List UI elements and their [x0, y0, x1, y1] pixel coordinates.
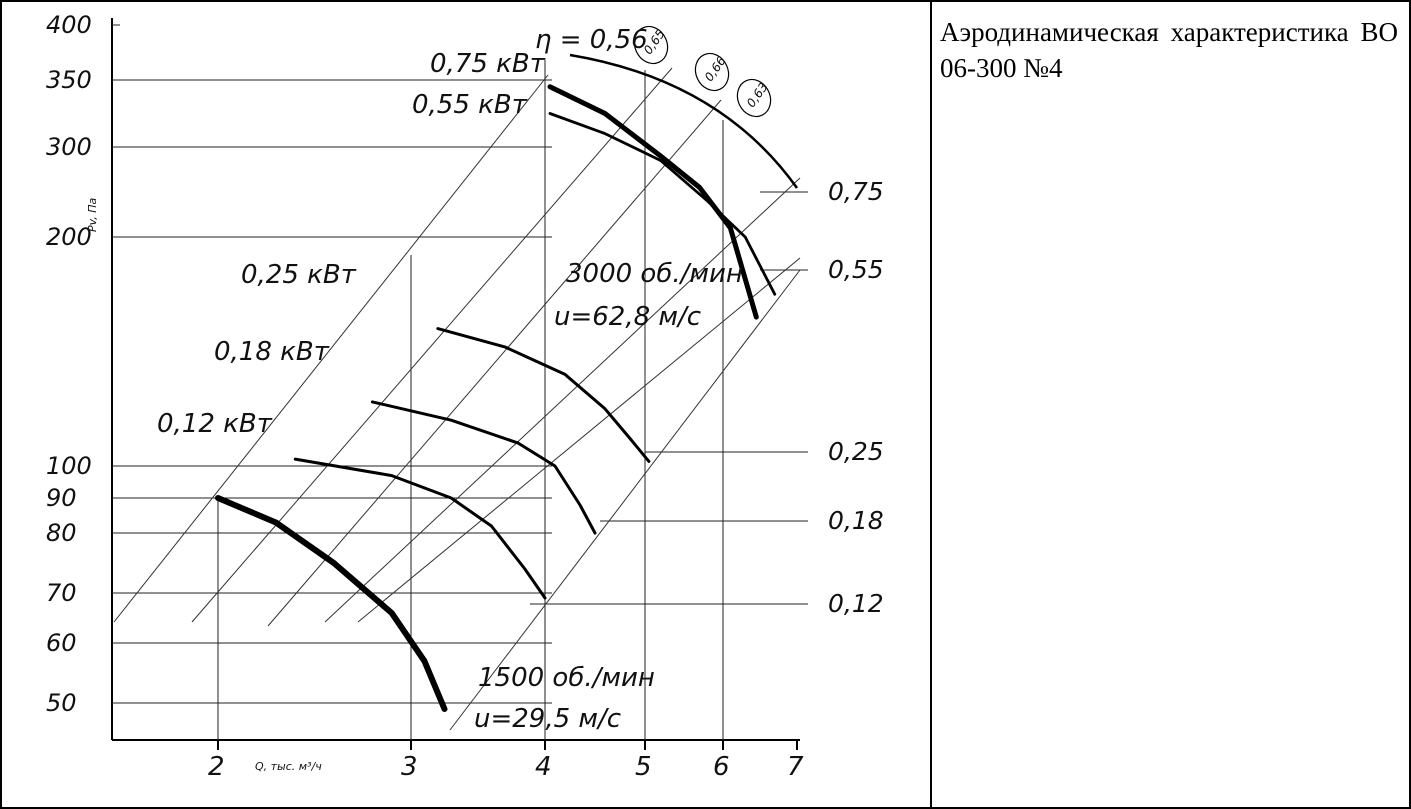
- efficiency-markers: 0,650,660,63: [633, 25, 772, 118]
- power-scale-label: 0,75: [828, 177, 884, 206]
- efficiency-circle: [633, 25, 669, 65]
- x-axis-label: Q, тыс. м³/ч: [255, 760, 322, 773]
- series-line: [548, 112, 777, 296]
- series-line: [547, 84, 759, 320]
- efficiency-curve: [569, 53, 799, 189]
- y-tick-label: 300: [46, 133, 92, 161]
- series-line: [215, 495, 448, 712]
- y-tick-label: 80: [46, 519, 77, 547]
- y-tick-label: 200: [46, 223, 92, 251]
- chart-curves: [215, 53, 799, 712]
- power-scale-label: 0,55: [828, 255, 884, 284]
- y-tick-label: 60: [46, 629, 77, 657]
- power-scale-label: 0,25: [828, 437, 884, 466]
- speed-u-label: u=62,8 м/с: [554, 302, 701, 332]
- y-tick-label: 400: [46, 11, 92, 39]
- series-label: 0,18 кВт: [214, 337, 330, 367]
- y-axis-label: Pv, Па: [86, 197, 99, 232]
- chart-labels: 50 60 70 80 90 100 200 300 350 400 2 3 4 5 6 7 Q, тыс. м…: [46, 11, 884, 782]
- series-label: 0,75 кВт: [430, 49, 546, 79]
- diagonal-guide-line: [267, 99, 722, 627]
- power-scale-label: 0,18: [828, 506, 884, 535]
- diagonal-guide-lines: [113, 67, 801, 731]
- power-scale-label: 0,12: [828, 589, 884, 618]
- y-tick-label: 350: [46, 66, 92, 94]
- x-tick-label: 5: [635, 752, 652, 782]
- series-line: [436, 327, 651, 463]
- diagonal-guide-line: [324, 177, 801, 623]
- x-tick-label: 2: [208, 752, 225, 782]
- efficiency-label: η = 0,56: [535, 25, 648, 55]
- x-tick-label: 4: [535, 752, 552, 782]
- y-tick-label: 90: [46, 484, 77, 512]
- speed-rpm-label: 1500 об./мин: [478, 663, 655, 693]
- series-label: 0,25 кВт: [241, 260, 357, 290]
- x-tick-label: 6: [713, 752, 730, 782]
- speed-u-label: u=29,5 м/с: [474, 704, 621, 734]
- efficiency-value: 0,66: [702, 54, 729, 84]
- series-line: [370, 400, 597, 535]
- efficiency-value: 0,63: [744, 80, 771, 110]
- diagonal-guide-line: [357, 257, 801, 623]
- x-tick-label: 7: [787, 752, 804, 782]
- series-label: 0,55 кВт: [412, 90, 528, 120]
- x-tick-label: 3: [401, 752, 418, 782]
- speed-rpm-label: 3000 об./мин: [566, 259, 743, 289]
- diagonal-guide-line: [449, 269, 801, 731]
- y-tick-label: 70: [46, 579, 77, 607]
- series-label: 0,12 кВт: [157, 409, 273, 439]
- series-line: [293, 457, 547, 600]
- y-tick-label: 100: [46, 452, 92, 480]
- efficiency-circle: [694, 52, 730, 92]
- chart-description: Аэродинамическая характеристика ВО 06-30…: [940, 17, 1398, 83]
- diagonal-guide-line: [191, 67, 673, 623]
- efficiency-circle: [736, 78, 772, 118]
- diagonal-guide-line: [113, 74, 549, 623]
- y-tick-label: 50: [46, 689, 77, 717]
- chart-grid: [111, 18, 808, 750]
